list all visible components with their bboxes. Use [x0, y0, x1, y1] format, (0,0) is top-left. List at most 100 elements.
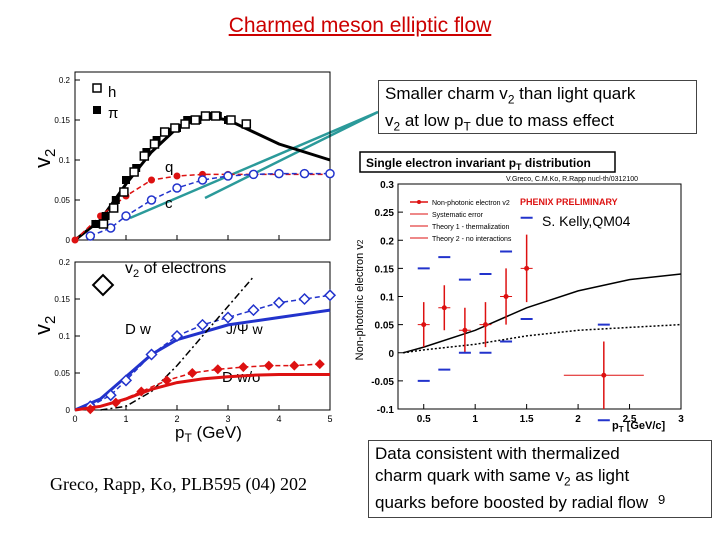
- top-ytick-label: 0.1: [59, 156, 71, 165]
- hadron-marker: [98, 219, 109, 229]
- dw-marker: [104, 389, 117, 402]
- legend-dot-data: [417, 200, 421, 204]
- right-ytick-label: 0.2: [380, 236, 394, 247]
- right-xtick-label: 3: [678, 414, 684, 425]
- right-ytick-label: -0.1: [377, 405, 395, 416]
- pion-marker: [101, 212, 110, 220]
- charm-marker: [223, 171, 233, 181]
- label-c: c: [165, 195, 173, 212]
- top-ytick-label: 0.2: [59, 76, 71, 85]
- callout-thermal-line3: quarks before boosted by radial flow: [375, 493, 649, 513]
- dw-marker: [170, 329, 184, 343]
- theory2-curve: [402, 323, 682, 354]
- quark-marker: [173, 172, 181, 180]
- label-dw: D w: [125, 321, 151, 338]
- bottom-ytick-label: 0: [66, 406, 71, 415]
- dw-marker: [221, 311, 235, 324]
- page-number: 9: [658, 492, 666, 507]
- right-panel-header: [359, 151, 616, 173]
- dwo-marker: [85, 404, 96, 415]
- right-ytick-label: 0.05: [375, 321, 395, 332]
- dwo-marker: [212, 364, 223, 375]
- data-point: [462, 327, 468, 333]
- right-xtick-label: 1: [472, 414, 478, 425]
- hadron-marker: [210, 111, 221, 121]
- callout-mass-effect: Smaller charm v2 than light quark v2 at …: [378, 80, 697, 134]
- right-ylabel: Non-photonic electron v2: [354, 239, 366, 360]
- bottom-ytick-label: 0.2: [59, 258, 71, 267]
- bottom-xtick-label: 2: [174, 414, 179, 424]
- charm-curve: [90, 172, 330, 237]
- dwo-marker: [136, 386, 147, 397]
- quark-marker: [148, 176, 155, 184]
- hadron-marker: [190, 115, 201, 125]
- charm-marker: [299, 168, 310, 179]
- callout-arrow-c: [129, 110, 379, 220]
- right-ytick-label: 0.1: [380, 293, 394, 304]
- top-ytick-label: 0: [66, 236, 71, 245]
- right-ytick-label: 0.15: [375, 264, 395, 275]
- right-ytick-label: 0.3: [380, 180, 394, 191]
- dwo-marker: [161, 375, 172, 386]
- dw-marker: [145, 348, 158, 361]
- right-xlabel: pT [GeV/c]: [612, 420, 666, 434]
- quark-marker: [71, 236, 79, 244]
- legend-text-sys: Systematic error: [432, 212, 484, 219]
- callout-thermal-line1: Data consistent with thermalized: [375, 444, 620, 463]
- bottom-xtick-label: 3: [225, 414, 230, 424]
- data-point: [482, 322, 488, 328]
- callout-arrow-q: [204, 110, 379, 200]
- top-ytick-label: 0.15: [54, 116, 70, 125]
- dw-dashed: [89, 294, 331, 407]
- dwo-marker: [314, 359, 325, 370]
- pion-marker: [91, 220, 100, 228]
- hadron-marker: [180, 119, 190, 129]
- legend-text-data: Non-photonic electron v2: [432, 200, 510, 207]
- bottom-ytick-label: 0.1: [59, 332, 71, 341]
- phenix-stamp: PHENIX PRELIMINARY: [520, 197, 618, 207]
- bottom-xtick-label: 1: [123, 414, 128, 424]
- right-ytick-label: 0.25: [375, 208, 395, 219]
- label-q: q: [165, 159, 173, 176]
- data-point: [441, 305, 447, 311]
- legend-text-th1: Theory 1 - thermalization: [432, 224, 510, 231]
- pion-marker: [111, 196, 120, 204]
- charm-marker: [172, 183, 182, 193]
- right-ytick-label: 0: [388, 349, 394, 360]
- dw-marker: [272, 296, 286, 309]
- data-point: [421, 322, 427, 328]
- dwo-marker: [289, 360, 300, 371]
- right-panel-title: Single electron invariant pT distributio…: [366, 156, 591, 172]
- dw-marker: [323, 289, 337, 302]
- dw-curve: [74, 308, 331, 412]
- charm-marker: [248, 169, 259, 180]
- charm-marker: [121, 211, 131, 221]
- legend-marker-pi: [93, 106, 101, 114]
- bottom-ytick-label: 0.05: [54, 369, 70, 378]
- legend-text-th2: Theory 2 - no interactions: [432, 236, 512, 243]
- bottom-ylabel: v2: [30, 316, 59, 335]
- legend-label-pi: π: [108, 105, 118, 122]
- charm-marker: [146, 195, 157, 205]
- hadron-marker: [226, 115, 236, 125]
- top-panel-frame: [74, 71, 331, 241]
- hadron-marker: [149, 139, 160, 149]
- top-ytick-label: 0.05: [54, 196, 70, 205]
- dwo-marker: [110, 397, 121, 408]
- hadron-marker: [200, 111, 211, 121]
- dw-marker: [247, 304, 260, 317]
- credit-box: [538, 210, 680, 230]
- electron-title: v2 of electrons: [125, 260, 226, 280]
- hadron-marker: [108, 203, 119, 213]
- right-xtick-label: 0.5: [417, 414, 431, 425]
- right-xtick-label: 2.5: [623, 414, 637, 425]
- credit-text: S. Kelly,QM04: [542, 213, 631, 229]
- hadron-marker: [159, 127, 170, 137]
- legend-label-h: h: [108, 84, 116, 101]
- charm-marker: [325, 168, 335, 179]
- theory-ref: V.Greco, C.M.Ko, R.Rapp nucl-th/0312100: [506, 176, 638, 183]
- bottom-xtick-label: 5: [327, 414, 332, 424]
- callout-mass-line2: v2 at low pT due to mass effect: [385, 111, 615, 134]
- dw-marker: [196, 318, 209, 331]
- data-point: [524, 265, 530, 271]
